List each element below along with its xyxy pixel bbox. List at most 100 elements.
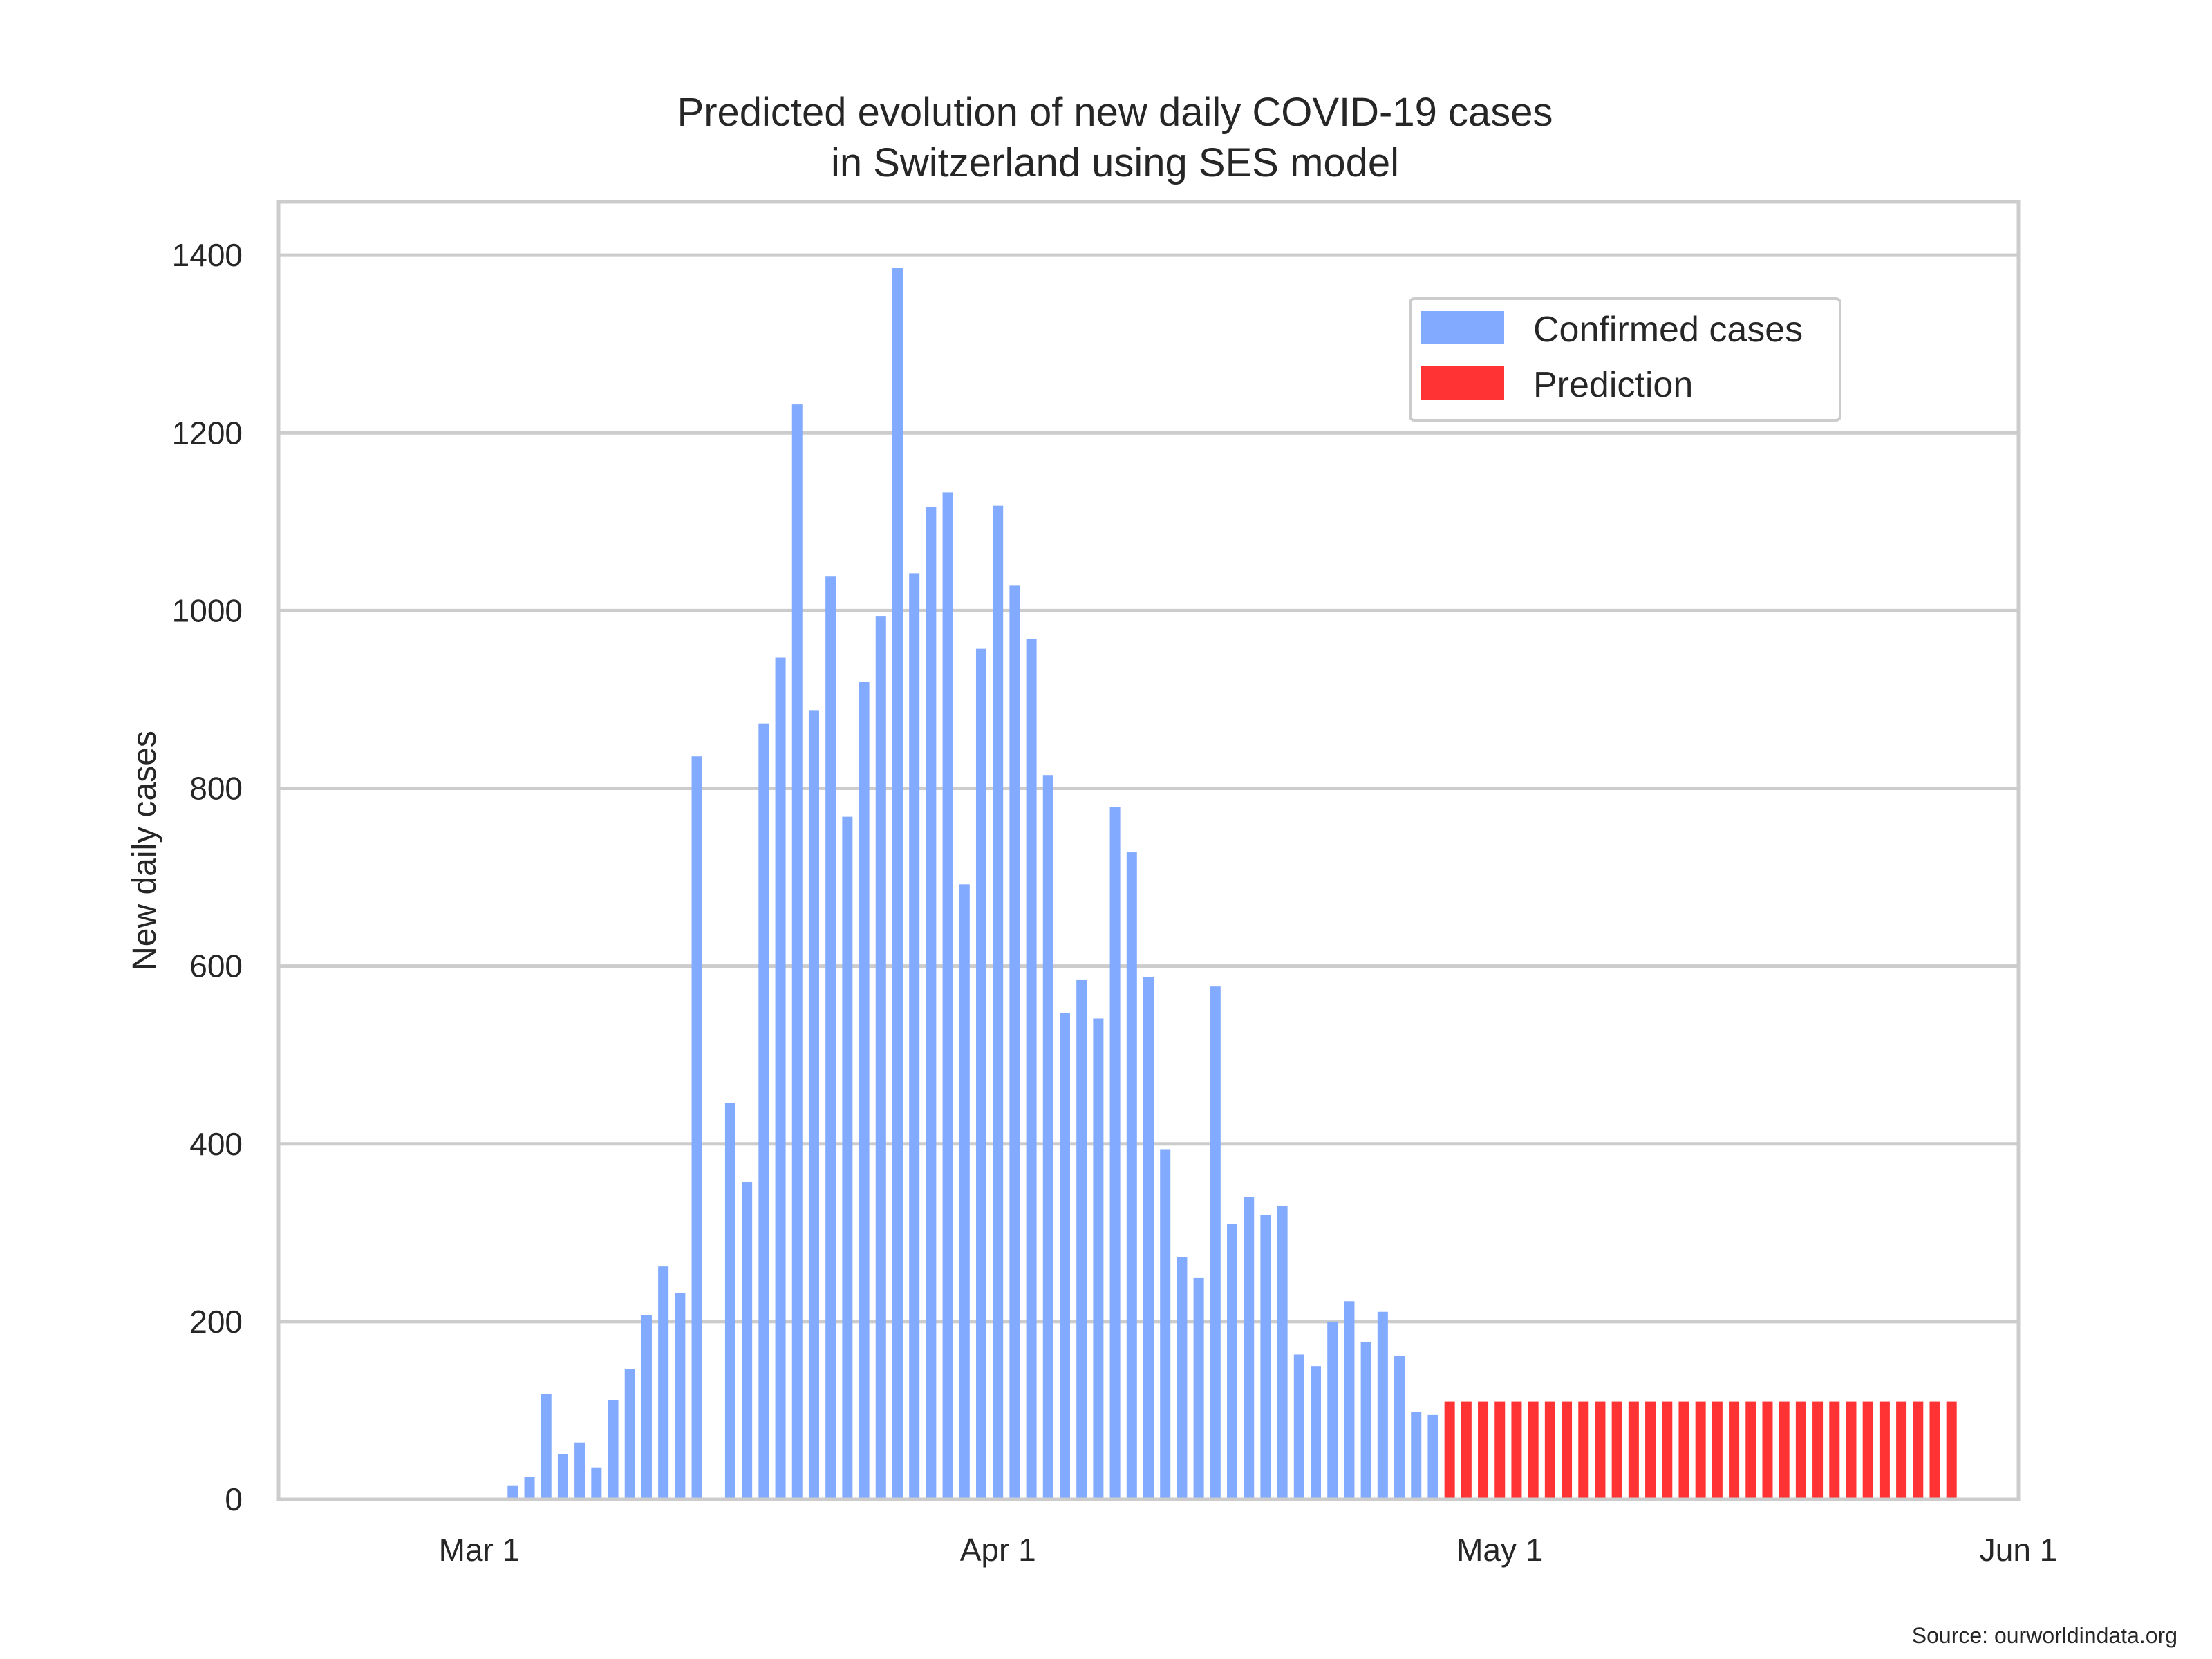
- bar-confirmed: [859, 682, 870, 1499]
- bar-prediction: [1678, 1401, 1689, 1499]
- bar-prediction: [1562, 1401, 1573, 1499]
- bar-prediction: [1662, 1401, 1673, 1499]
- x-tick-label: Jun 1: [1980, 1532, 2058, 1568]
- bar-prediction: [1695, 1401, 1706, 1499]
- bar-prediction: [1461, 1401, 1472, 1499]
- y-gridlines: [279, 253, 2018, 1324]
- bar-confirmed: [574, 1442, 585, 1499]
- bar-confirmed: [1177, 1257, 1188, 1499]
- y-tick-labels: 0 200 400 600 800 1000 1200 1400: [172, 237, 243, 1517]
- bar-prediction: [1779, 1401, 1790, 1499]
- bar-confirmed: [641, 1315, 652, 1499]
- bar-prediction: [1812, 1401, 1824, 1499]
- y-tick-label: 400: [189, 1126, 243, 1162]
- bar-confirmed: [1311, 1366, 1322, 1499]
- x-tick-label: Mar 1: [439, 1532, 521, 1568]
- bar-confirmed: [658, 1266, 669, 1499]
- bar-confirmed: [591, 1467, 602, 1499]
- x-tick-label: Apr 1: [960, 1532, 1036, 1568]
- legend-label-prediction: Prediction: [1533, 365, 1693, 405]
- bar-prediction: [1628, 1401, 1639, 1499]
- bar-prediction: [1645, 1401, 1656, 1499]
- bar-prediction: [1595, 1401, 1606, 1499]
- bar-confirmed: [624, 1369, 635, 1499]
- bar-confirmed: [1244, 1197, 1255, 1499]
- bar-confirmed: [808, 710, 819, 1499]
- bar-prediction: [1611, 1401, 1622, 1499]
- bar-prediction: [1745, 1401, 1756, 1499]
- bar-confirmed: [742, 1182, 753, 1499]
- bar-prediction: [1712, 1401, 1723, 1499]
- bar-confirmed: [1411, 1412, 1422, 1499]
- bar-confirmed: [691, 756, 702, 1499]
- bar-confirmed: [758, 723, 769, 1499]
- bar-prediction: [1929, 1401, 1940, 1499]
- bar-prediction: [1444, 1401, 1455, 1499]
- bar-confirmed: [724, 1103, 735, 1499]
- bar-confirmed: [926, 506, 937, 1499]
- bar-confirmed: [1093, 1018, 1104, 1499]
- bar-confirmed: [1009, 585, 1020, 1500]
- bar-confirmed: [1059, 1013, 1070, 1499]
- y-tick-label: 0: [225, 1481, 243, 1517]
- y-tick-label: 200: [189, 1304, 243, 1340]
- source-note: Source: ourworldindata.org: [1912, 1623, 2177, 1648]
- bar-confirmed: [1143, 977, 1154, 1499]
- bar-prediction: [1478, 1401, 1489, 1499]
- bar-confirmed: [1193, 1277, 1204, 1499]
- y-tick-label: 800: [189, 771, 243, 807]
- bar-prediction: [1913, 1401, 1924, 1499]
- bar-confirmed: [675, 1293, 686, 1499]
- bar-prediction: [1829, 1401, 1840, 1499]
- bar-confirmed: [959, 884, 970, 1499]
- bar-prediction: [1795, 1401, 1806, 1499]
- bar-confirmed: [942, 492, 953, 1500]
- bar-confirmed: [993, 505, 1004, 1499]
- bar-confirmed: [524, 1477, 535, 1499]
- bar-confirmed: [1260, 1215, 1271, 1499]
- bar-prediction: [1946, 1401, 1957, 1499]
- y-tick-label: 1000: [172, 592, 243, 628]
- bar-confirmed: [507, 1485, 518, 1499]
- bar-prediction: [1879, 1401, 1890, 1499]
- legend-swatch-prediction: [1421, 366, 1504, 400]
- legend-label-confirmed: Confirmed cases: [1533, 310, 1803, 350]
- bar-prediction: [1528, 1401, 1539, 1499]
- bar-confirmed: [892, 268, 903, 1499]
- bar-confirmed: [1042, 775, 1053, 1499]
- bar-prediction: [1862, 1401, 1873, 1499]
- bar-confirmed: [1293, 1354, 1304, 1499]
- bar-prediction: [1729, 1401, 1740, 1499]
- bar-confirmed: [875, 616, 886, 1499]
- chart-title-line-1: Predicted evolution of new daily COVID-1…: [677, 90, 1553, 135]
- bar-confirmed: [557, 1454, 568, 1499]
- bar-confirmed: [1109, 807, 1121, 1499]
- bar-confirmed: [1344, 1301, 1355, 1499]
- bar-confirmed: [1327, 1321, 1338, 1499]
- chart-title-line-2: in Switzerland using SES model: [831, 140, 1399, 185]
- x-tick-labels: Mar 1 Apr 1 May 1 Jun 1: [439, 1532, 2058, 1568]
- bar-prediction: [1762, 1401, 1773, 1499]
- bar-confirmed: [1277, 1206, 1288, 1499]
- bar-confirmed: [541, 1394, 552, 1499]
- x-tick-label: May 1: [1456, 1532, 1543, 1568]
- bar-confirmed: [975, 648, 986, 1499]
- legend: Confirmed cases Prediction: [1409, 297, 1841, 422]
- legend-swatch-confirmed: [1421, 311, 1504, 344]
- y-tick-label: 1200: [172, 415, 243, 451]
- bar-confirmed: [1026, 639, 1037, 1499]
- bar-confirmed: [1427, 1414, 1438, 1499]
- bar-prediction: [1494, 1401, 1506, 1499]
- bar-confirmed: [1160, 1149, 1171, 1499]
- bar-prediction: [1544, 1401, 1555, 1499]
- bar-confirmed: [791, 404, 803, 1499]
- bar-confirmed: [1227, 1224, 1238, 1499]
- bar-confirmed: [608, 1400, 619, 1499]
- bar-confirmed: [1394, 1356, 1405, 1499]
- bar-prediction: [1896, 1401, 1907, 1499]
- bar-confirmed: [825, 576, 836, 1499]
- bar-confirmed: [1076, 979, 1087, 1499]
- chart-title: Predicted evolution of new daily COVID-1…: [677, 90, 1553, 185]
- plot-frame: [276, 200, 2021, 1501]
